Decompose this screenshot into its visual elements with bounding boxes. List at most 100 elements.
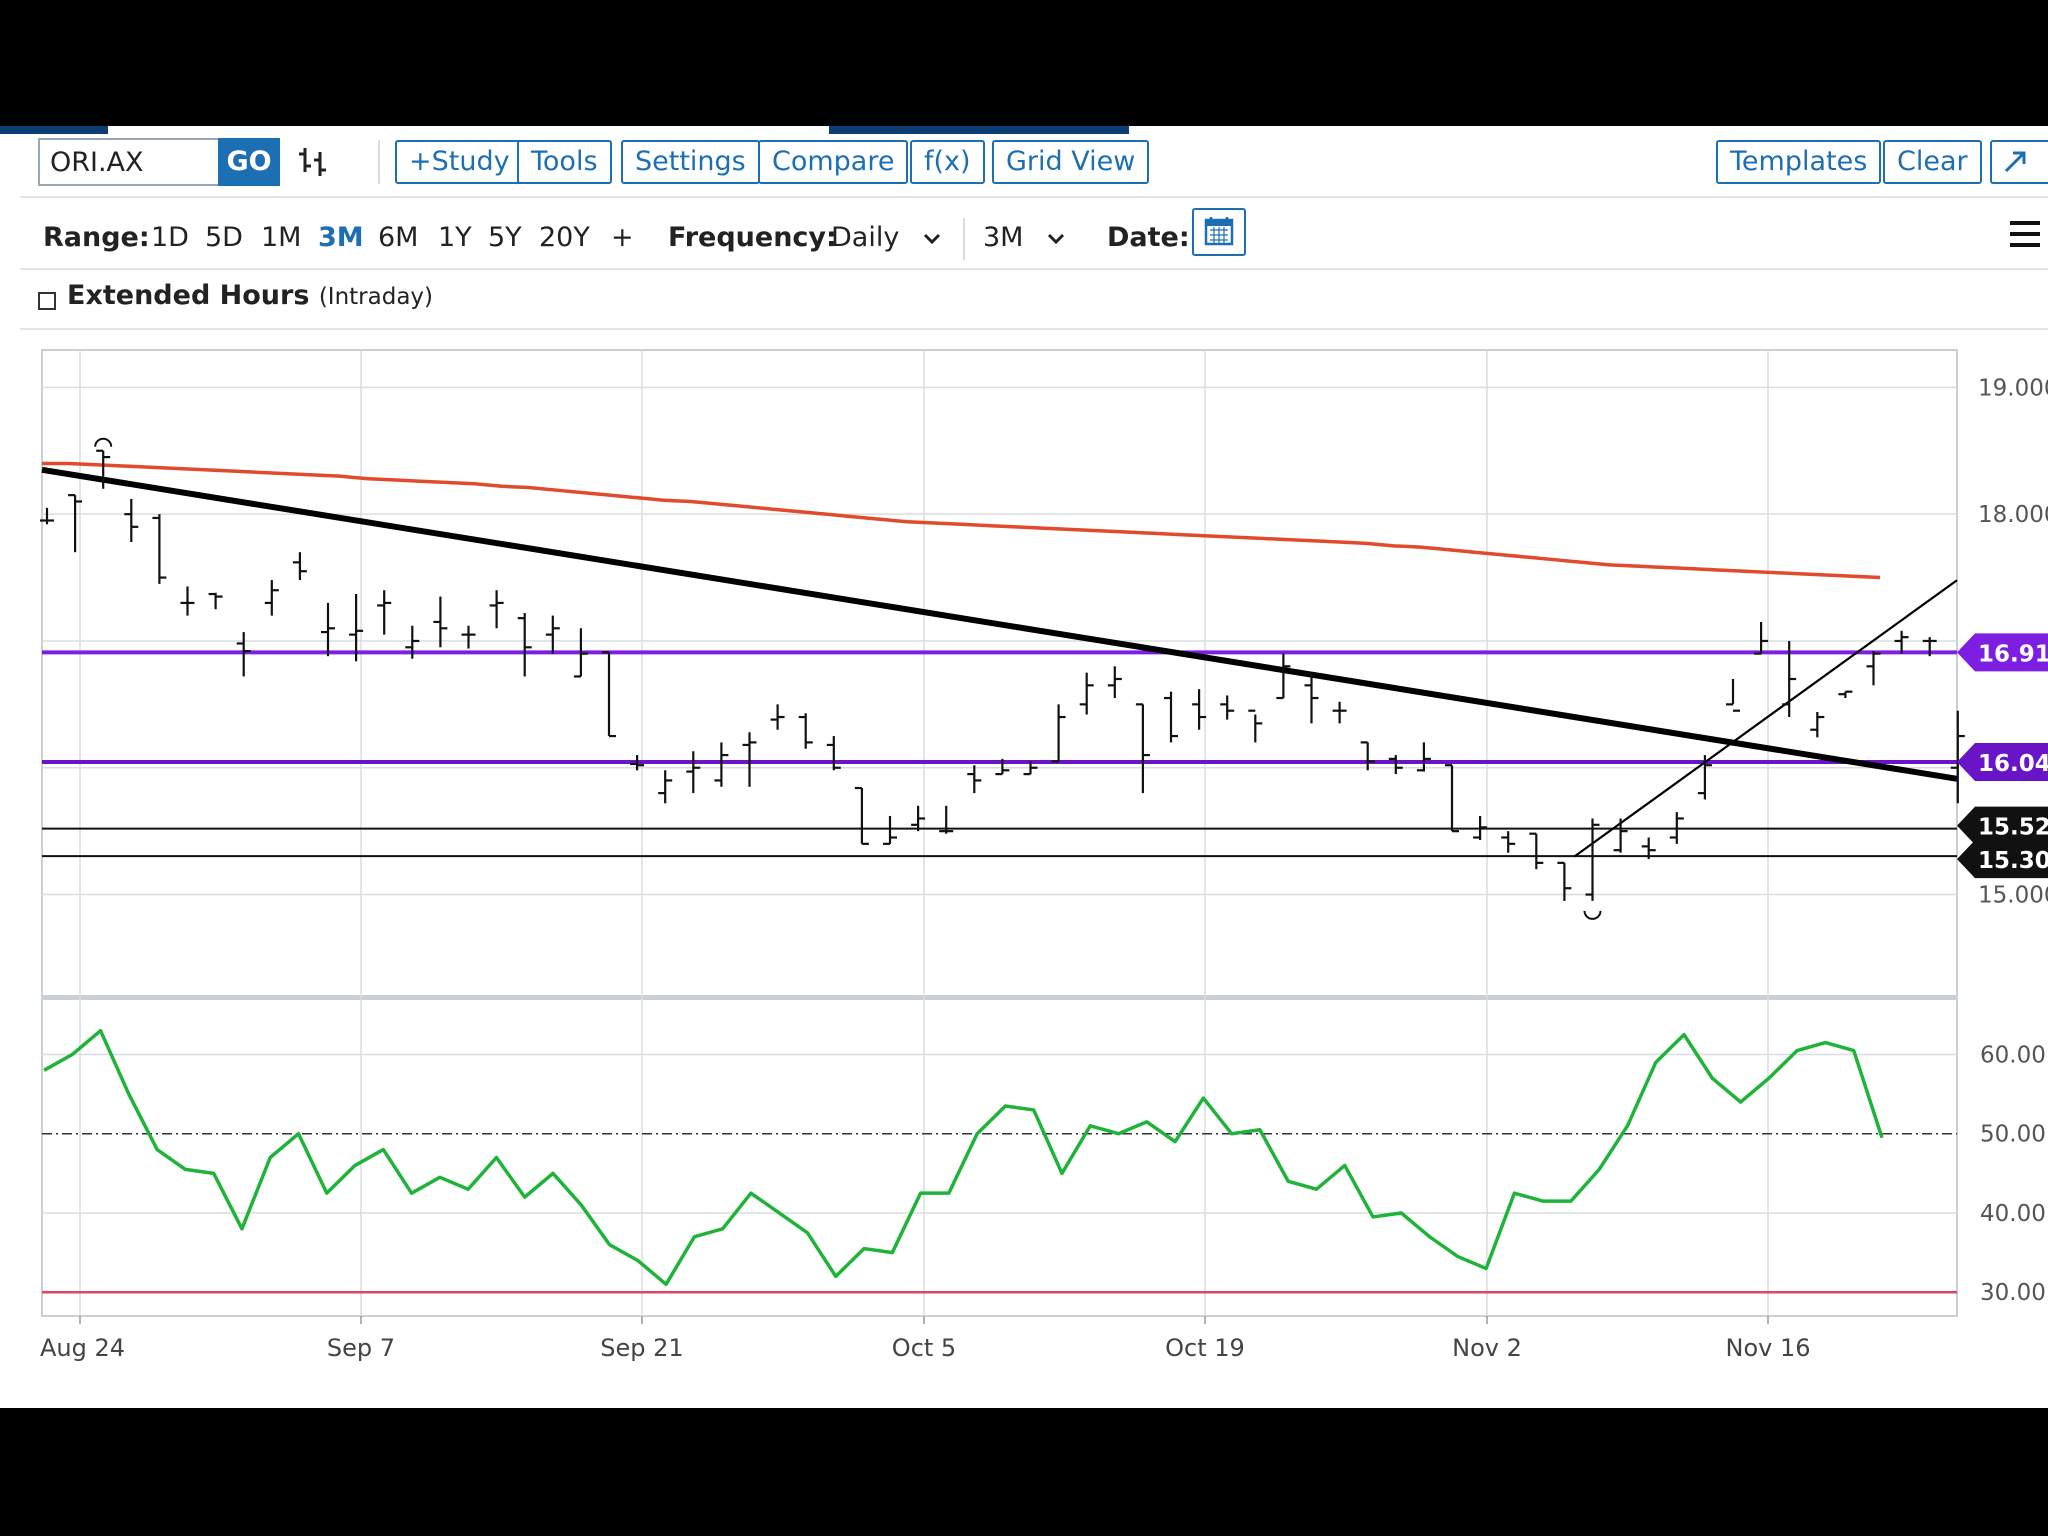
ohlc-bar bbox=[40, 507, 54, 525]
settings-button[interactable]: Settings bbox=[621, 140, 760, 184]
extended-hours-text: Extended Hours bbox=[67, 280, 310, 311]
range-5d[interactable]: 5D bbox=[205, 222, 243, 253]
ohlc-bar bbox=[1866, 651, 1881, 686]
period-value: 3M bbox=[983, 222, 1024, 253]
ohlc-bar bbox=[686, 751, 701, 794]
ohlc-bar bbox=[1276, 653, 1291, 700]
range-20y[interactable]: 20Y bbox=[539, 222, 590, 253]
ohlc-bar bbox=[1585, 818, 1600, 901]
ohlc-bar bbox=[1051, 704, 1066, 763]
strip-segment bbox=[0, 126, 108, 134]
ohlc-bar bbox=[124, 498, 139, 543]
ohlc-bar bbox=[911, 805, 926, 832]
clear-button[interactable]: Clear bbox=[1883, 140, 1982, 184]
trendlines bbox=[41, 466, 1958, 858]
trendline bbox=[41, 466, 1958, 782]
frequency-label: Frequency: bbox=[668, 222, 837, 253]
x-axis-ticks: Aug 24 Sep 7 Sep 21 Oct 5 Oct 19 Nov 2 Nov 16 bbox=[40, 1316, 1811, 1362]
fx-button[interactable]: f(x) bbox=[910, 140, 985, 184]
range-5y[interactable]: 5Y bbox=[488, 222, 522, 253]
frequency-select[interactable]: Daily bbox=[831, 210, 942, 266]
ohlc-bar bbox=[1782, 640, 1797, 718]
chevron-down-icon bbox=[1048, 233, 1065, 245]
ohlc-bar bbox=[1360, 741, 1375, 771]
hamburger-menu-icon[interactable] bbox=[2010, 220, 2040, 248]
ohlc-bar bbox=[1894, 630, 1909, 654]
ohlc-bars-icon[interactable] bbox=[293, 142, 333, 182]
range-1y[interactable]: 1Y bbox=[438, 222, 472, 253]
ohlc-bar bbox=[180, 586, 195, 616]
go-button[interactable]: GO bbox=[218, 138, 280, 186]
range-custom[interactable]: + bbox=[611, 222, 634, 253]
ohlc-bar bbox=[461, 625, 476, 649]
calendar-button[interactable] bbox=[1192, 208, 1246, 256]
x-tick-label: Sep 21 bbox=[600, 1334, 683, 1362]
ohlc-bar bbox=[1135, 703, 1150, 794]
y-tick-label: 15.000 bbox=[1978, 883, 2048, 909]
top-strip bbox=[0, 126, 2048, 134]
level-label-badge bbox=[1957, 743, 2048, 782]
strip-segment bbox=[829, 126, 1129, 134]
ohlc-bar bbox=[1332, 701, 1347, 724]
ohlc-bar bbox=[1754, 621, 1769, 655]
ohlc-bar bbox=[798, 713, 813, 749]
rsi-y-tick-label: 40.00 bbox=[1980, 1201, 2046, 1227]
symbol-input[interactable] bbox=[38, 138, 218, 186]
extended-hours-checkbox[interactable] bbox=[38, 292, 56, 310]
templates-button[interactable]: Templates bbox=[1716, 140, 1882, 184]
range-6m[interactable]: 6M bbox=[378, 222, 419, 253]
ohlc-bar bbox=[995, 758, 1010, 776]
range-3m[interactable]: 3M bbox=[318, 222, 364, 253]
date-label: Date: bbox=[1107, 222, 1190, 253]
low-marker bbox=[1583, 910, 1602, 920]
ohlc-bar bbox=[854, 786, 869, 845]
level-label-text: 15.303 bbox=[1978, 848, 2048, 874]
ohlc-bar bbox=[1079, 672, 1094, 715]
level-label-text: 15.520 bbox=[1978, 815, 2048, 841]
rsi-line bbox=[43, 1028, 1884, 1287]
level-label-badge bbox=[1957, 633, 2048, 672]
ohlc-bar bbox=[883, 815, 897, 845]
grid-view-button[interactable]: Grid View bbox=[992, 140, 1150, 184]
ohlc-bar bbox=[1416, 742, 1431, 772]
range-1d[interactable]: 1D bbox=[151, 222, 189, 253]
ohlc-bar bbox=[1192, 689, 1207, 730]
range-1m[interactable]: 1M bbox=[261, 222, 302, 253]
y-tick-label: 19.000 bbox=[1978, 375, 2048, 401]
ohlc-bar bbox=[1529, 832, 1544, 870]
x-tick-label: Sep 7 bbox=[327, 1334, 395, 1362]
calendar-icon bbox=[1204, 217, 1234, 246]
ohlc-bar bbox=[236, 632, 251, 677]
tools-button[interactable]: Tools bbox=[517, 140, 612, 184]
frequency-value: Daily bbox=[831, 222, 900, 253]
ohlc-bar bbox=[602, 651, 616, 738]
study-button[interactable]: +Study bbox=[395, 140, 524, 184]
ohlc-bar bbox=[405, 625, 420, 659]
ohlc-bar bbox=[1473, 815, 1488, 841]
moving-average bbox=[42, 461, 1881, 580]
ohlc-bar bbox=[1922, 637, 1937, 657]
separator bbox=[20, 196, 2048, 198]
ohlc-bar bbox=[1248, 709, 1263, 743]
period-select[interactable]: 3M bbox=[983, 210, 1066, 266]
extended-hours-sublabel: (Intraday) bbox=[318, 284, 434, 310]
ohlc-bar bbox=[1810, 711, 1825, 738]
rsi-indicator bbox=[42, 1028, 1957, 1294]
ohlc-bar bbox=[1501, 831, 1516, 853]
ohlc-bar bbox=[658, 770, 673, 804]
rsi-y-tick-label: 50.00 bbox=[1980, 1122, 2046, 1148]
price-panel-border bbox=[41, 349, 1958, 997]
extended-hours-label: Extended Hours (Intraday) bbox=[67, 280, 433, 311]
ohlc-bar bbox=[433, 596, 448, 648]
ohlc-bar bbox=[321, 602, 335, 657]
ohlc-bar bbox=[68, 494, 83, 553]
ohlc-bar bbox=[1726, 679, 1740, 712]
ohlc-bar bbox=[208, 592, 223, 610]
expand-button[interactable] bbox=[1990, 140, 2048, 184]
ohlc-bar bbox=[1445, 764, 1459, 833]
compare-button[interactable]: Compare bbox=[758, 140, 909, 184]
x-tick-label: Aug 24 bbox=[40, 1334, 125, 1362]
ohlc-bar bbox=[1023, 761, 1038, 776]
range-label: Range: bbox=[43, 222, 150, 253]
expand-arrow-icon bbox=[2004, 151, 2026, 173]
